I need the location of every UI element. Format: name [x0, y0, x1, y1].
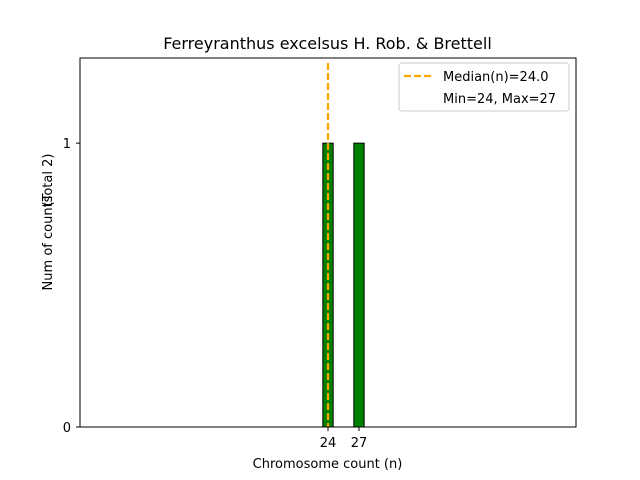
bar-27 [353, 142, 365, 428]
legend-entry-median: Median(n)=24.0 [443, 70, 549, 85]
y-tick-label-1: 1 [63, 137, 71, 152]
y-axis-total-note: (Total 2) [41, 154, 56, 207]
y-axis-label: Num of counts [41, 195, 56, 290]
x-tick-label-27: 27 [351, 436, 368, 451]
legend: Median(n)=24.0 Min=24, Max=27 [398, 62, 570, 112]
legend-frame [398, 62, 570, 112]
plot-area: 24 27 0 1 [63, 57, 577, 451]
x-tick-label-24: 24 [320, 436, 337, 451]
y-tick-label-0: 0 [63, 421, 71, 436]
chart-title: Ferreyranthus excelsus H. Rob. & Brettel… [163, 34, 492, 53]
x-axis-label: Chromosome count (n) [253, 457, 403, 472]
legend-entry-min-max: Min=24, Max=27 [443, 92, 556, 107]
